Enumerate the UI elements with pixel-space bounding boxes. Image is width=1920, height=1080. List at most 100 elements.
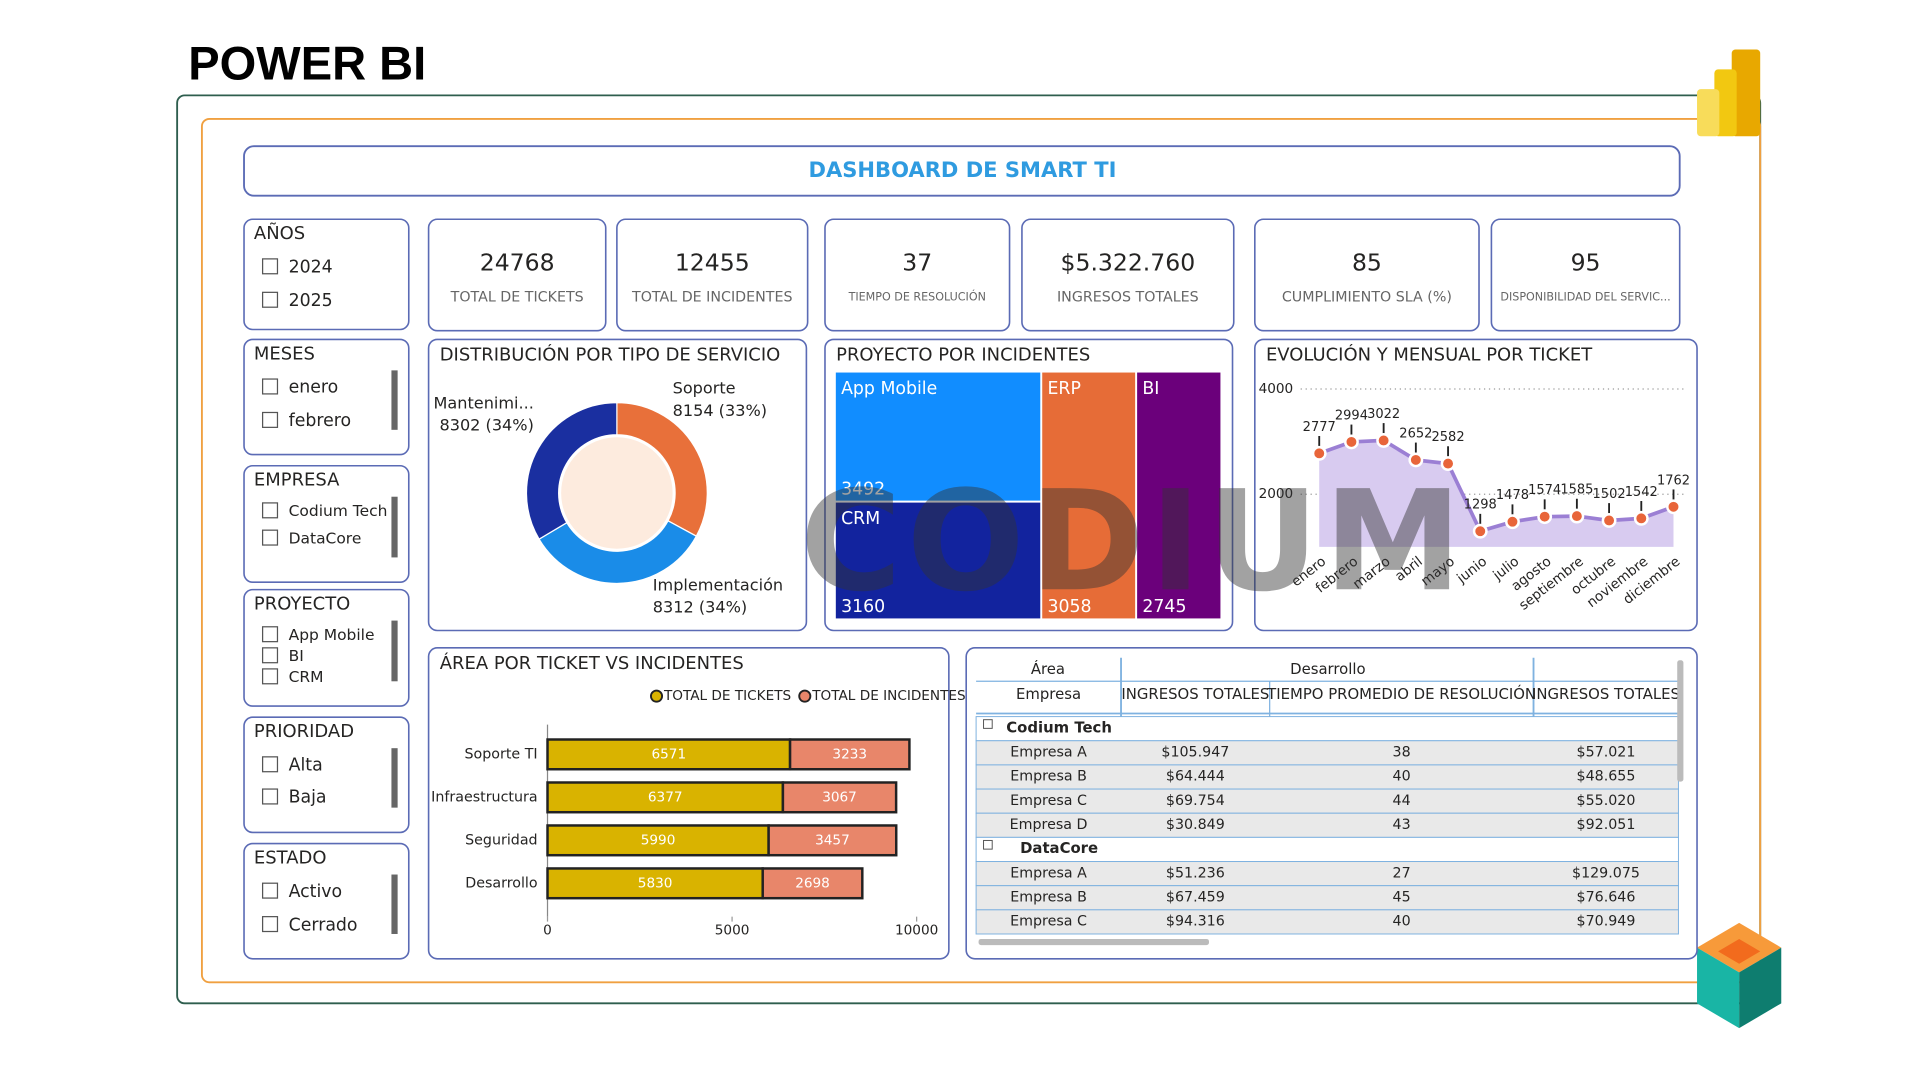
kpi-value: 95 [1571,248,1601,276]
pie-label: Implementación [653,575,783,594]
slicer-checkbox[interactable] [261,647,279,664]
slicer-item[interactable]: 2025 [289,291,333,311]
data-label: 2994 [1335,408,1368,423]
slicer-checkbox[interactable] [261,668,279,685]
donut-center [561,437,673,549]
logo-bar [1731,49,1761,137]
pie-value-label: 8154 (33%) [673,401,767,420]
table-cell: $30.849 [1166,817,1225,833]
treemap-cell [833,370,1043,503]
data-label: 1502 [1593,487,1626,502]
panel [243,338,410,456]
kpi-label: TOTAL DE TICKETS [450,289,584,305]
v-scrollbar [1677,660,1684,782]
slicer-item[interactable]: Alta [289,756,323,776]
cube-face [1697,947,1740,1029]
slicer-item[interactable]: Cerrado [289,915,358,935]
pie-label: Mantenimi... [434,393,534,412]
expand-toggle[interactable] [983,719,993,729]
table-cell: 43 [1393,817,1411,833]
treemap-label: ERP [1047,379,1080,399]
slicer-item[interactable]: DataCore [289,529,362,547]
data-label: 1585 [1560,483,1593,498]
slicer-item[interactable]: febrero [289,411,352,431]
table-cell: $51.236 [1166,865,1225,881]
data-label: 1298 [1464,498,1497,513]
table-cell: 44 [1393,793,1411,809]
panel [243,716,410,834]
bar [781,781,898,814]
slicer-title: ESTADO [254,847,327,868]
treemap-label: BI [1142,379,1159,399]
group-row [975,716,1679,742]
treemap-cell [1040,370,1138,621]
slicer-checkbox[interactable] [261,756,279,773]
data-label: 2777 [1303,420,1336,435]
panel [243,588,410,707]
table-cell: Empresa B [1010,769,1087,785]
treemap-value: 3058 [1047,597,1091,617]
slicer-checkbox[interactable] [261,916,279,933]
y-tick-label: Desarrollo [465,875,537,891]
slicer-scrollbar [391,874,398,934]
h-scrollbar [978,938,1209,946]
treemap-label: CRM [841,509,880,529]
table-cell: Empresa C [1010,793,1087,809]
slicer-item[interactable]: Baja [289,788,327,808]
slicer-checkbox[interactable] [261,378,279,395]
kpi-value: $5.322.760 [1061,248,1196,276]
cube-face [1739,947,1782,1029]
inner-frame [200,117,1762,984]
table-cell: 38 [1393,745,1411,761]
slicer-title: MESES [254,343,315,364]
slicer-checkbox[interactable] [261,529,279,546]
panel [1254,338,1698,632]
logo-bar [1714,69,1737,137]
slicer-scrollbar [391,370,398,430]
panel [1490,218,1681,332]
slicer-scrollbar [391,496,398,558]
slicer-item[interactable]: Activo [289,882,343,902]
bar [767,824,898,857]
point [1537,509,1553,525]
table-header: Desarrollo [1290,660,1366,678]
slicer-item[interactable]: App Mobile [289,626,375,644]
slicer-checkbox[interactable] [261,291,279,308]
page-title: POWER BI [188,36,426,89]
slicer-item[interactable]: Codium Tech [289,502,388,520]
pie-slice [616,401,708,538]
expand-toggle[interactable] [983,839,993,850]
slicer-checkbox[interactable] [261,258,279,275]
table-cell: Empresa A [1010,745,1087,761]
pie-value-label: 8302 (34%) [439,416,533,435]
chart-title: PROYECTO POR INCIDENTES [836,345,1090,366]
treemap-value: 3492 [841,479,885,499]
slicer-item[interactable]: CRM [289,668,324,686]
slicer-checkbox[interactable] [261,626,279,643]
data-label: 3022 [1367,407,1400,422]
bar-value-label: 5990 [641,832,676,848]
table-cell: $69.754 [1166,793,1225,809]
slicer-item[interactable]: BI [289,647,304,665]
panel [427,218,607,332]
data-label: 1762 [1657,473,1690,488]
panel [1021,218,1235,332]
slicer-checkbox[interactable] [261,411,279,428]
slicer-checkbox[interactable] [261,882,279,899]
pie-value-label: 8312 (34%) [653,598,747,617]
table-header: TIEMPO PROMEDIO DE RESOLUCIÓN [1266,685,1536,703]
y-tick-label: Soporte TI [464,746,537,762]
panel [1254,218,1480,332]
slicer-item[interactable]: 2024 [289,258,333,278]
point [1472,523,1488,539]
legend-marker [798,689,812,703]
slicer-checkbox[interactable] [261,788,279,805]
kpi-label: CUMPLIMIENTO SLA (%) [1282,289,1452,305]
kpi-label: INGRESOS TOTALES [1057,289,1199,305]
slicer-checkbox[interactable] [261,502,279,519]
y-tick-label: 4000 [1259,381,1294,397]
table-header: INGRESOS TOTALES [1121,685,1269,703]
table-cell: $64.444 [1166,769,1225,785]
slicer-item[interactable]: enero [289,378,339,398]
